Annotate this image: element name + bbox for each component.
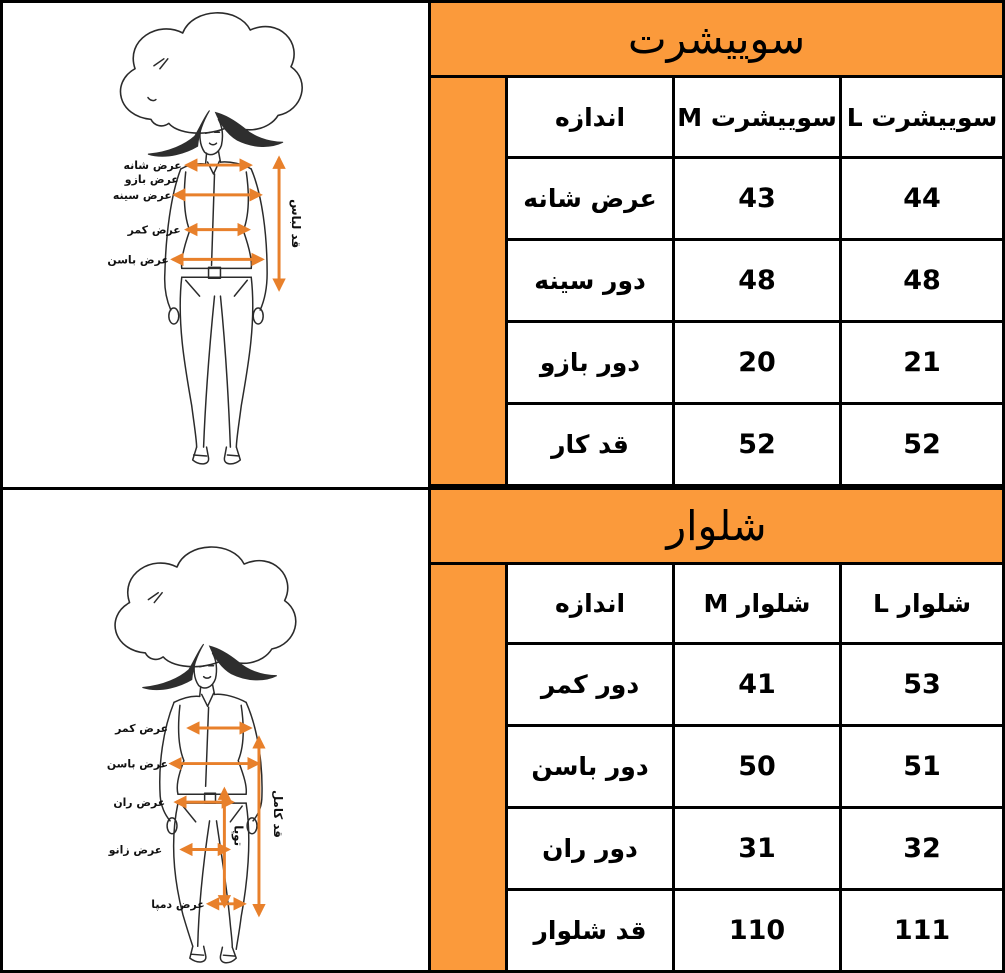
value-l: 111 bbox=[842, 891, 1002, 970]
row-label: قد کار bbox=[508, 405, 672, 484]
column-header-size-m: شلوار M bbox=[675, 565, 839, 642]
value-l: 52 bbox=[842, 405, 1002, 484]
value-m: 20 bbox=[675, 323, 839, 402]
figure-label-inseam: توپا bbox=[230, 825, 245, 846]
row-label: دور کمر bbox=[508, 645, 672, 724]
pants-measure-illustration: عرض کمر عرض باسن عرض ران عرض زانو عرض دم… bbox=[107, 546, 297, 964]
figure-label-thigh-width: عرض ران bbox=[113, 796, 165, 809]
sweatshirt-measure-illustration: عرض شانه عرض بازو عرض سینه عرض کمر عرض ب… bbox=[107, 12, 303, 465]
value-m: 110 bbox=[675, 891, 839, 970]
column-header-size-l: سوییشرت L bbox=[842, 78, 1002, 156]
row-label: دور سینه bbox=[508, 241, 672, 320]
value-l: 53 bbox=[842, 645, 1002, 724]
figure-label-garment-length: قد لباس bbox=[289, 199, 303, 248]
column-header-measure: اندازه bbox=[508, 78, 672, 156]
value-m: 31 bbox=[675, 809, 839, 888]
value-m: 43 bbox=[675, 159, 839, 238]
value-l: 21 bbox=[842, 323, 1002, 402]
figure-label-waist-width: عرض کمر bbox=[114, 722, 168, 735]
row-label: عرض شانه bbox=[508, 159, 672, 238]
orange-side-strip bbox=[431, 565, 505, 970]
value-m: 50 bbox=[675, 727, 839, 806]
value-l: 32 bbox=[842, 809, 1002, 888]
section-title-pants: شلوار bbox=[431, 490, 1002, 562]
sweatshirt-figure-panel: عرض شانه عرض بازو عرض سینه عرض کمر عرض ب… bbox=[0, 0, 431, 490]
column-header-size-l: شلوار L bbox=[842, 565, 1002, 642]
figure-label-hip-width: عرض باسن bbox=[107, 758, 168, 771]
figure-label-full-length: قد کامل bbox=[271, 790, 285, 838]
row-label: دور بازو bbox=[508, 323, 672, 402]
orange-side-strip bbox=[431, 78, 505, 484]
figure-label-hip-width: عرض باسن bbox=[107, 253, 168, 266]
section-title-sweatshirt: سوییشرت bbox=[431, 3, 1002, 75]
value-m: 48 bbox=[675, 241, 839, 320]
row-label: قد شلوار bbox=[508, 891, 672, 970]
column-header-measure: اندازه bbox=[508, 565, 672, 642]
sweatshirt-size-table: سوییشرت سوییشرت L سوییشرت M اندازه 44 43… bbox=[428, 0, 1005, 487]
figure-label-chest-width: عرض سینه bbox=[113, 189, 172, 202]
column-header-size-m: سوییشرت M bbox=[675, 78, 839, 156]
pants-size-table: شلوار شلوار L شلوار M اندازه 53 41 دور ک… bbox=[428, 487, 1005, 973]
pants-figure-panel: عرض کمر عرض باسن عرض ران عرض زانو عرض دم… bbox=[0, 487, 431, 973]
figure-label-arm-width: عرض بازو bbox=[124, 173, 179, 186]
figure-label-leg-opening: عرض دمپا bbox=[151, 898, 204, 911]
value-m: 41 bbox=[675, 645, 839, 724]
figure-label-shoulder-width: عرض شانه bbox=[124, 159, 182, 172]
value-l: 48 bbox=[842, 241, 1002, 320]
value-m: 52 bbox=[675, 405, 839, 484]
value-l: 44 bbox=[842, 159, 1002, 238]
figure-label-knee-width: عرض زانو bbox=[108, 843, 162, 856]
row-label: دور باسن bbox=[508, 727, 672, 806]
value-l: 51 bbox=[842, 727, 1002, 806]
row-label: دور ران bbox=[508, 809, 672, 888]
figure-label-waist-width: عرض کمر bbox=[127, 224, 181, 237]
